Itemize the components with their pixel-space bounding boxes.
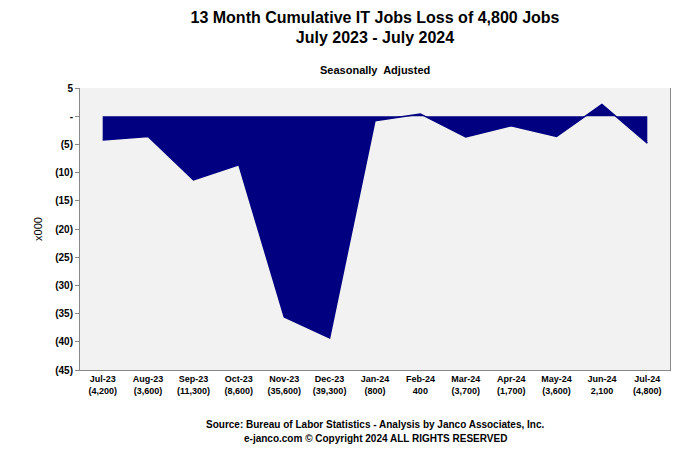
svg-text:Aug-23(3,600): Aug-23(3,600) (133, 374, 164, 396)
svg-text:(30): (30) (55, 280, 73, 291)
svg-text:13 Month Cumulative IT Jobs Lo: 13 Month Cumulative IT Jobs Loss of 4,80… (191, 9, 560, 47)
svg-text:x000: x000 (32, 217, 44, 241)
svg-text:Mar-24(3,700): Mar-24(3,700) (451, 374, 480, 396)
svg-text:Apr-24(1,700): Apr-24(1,700) (497, 374, 526, 396)
svg-text:-: - (70, 111, 73, 122)
svg-text:Source: Bureau of Labor Statis: Source: Bureau of Labor Statistics - Ana… (206, 419, 544, 430)
svg-text:(15): (15) (55, 195, 73, 206)
svg-text:Dec-23(39,300): Dec-23(39,300) (313, 374, 347, 396)
svg-text:May-24(3,600): May-24(3,600) (541, 374, 572, 396)
svg-text:(25): (25) (55, 252, 73, 263)
svg-text:Jul-23(4,200): Jul-23(4,200) (88, 374, 117, 396)
svg-text:(20): (20) (55, 224, 73, 235)
svg-text:Sep-23(11,300): Sep-23(11,300) (177, 374, 210, 396)
svg-text:(40): (40) (55, 336, 73, 347)
svg-text:Jun-242,100: Jun-242,100 (587, 374, 616, 396)
svg-text:(10): (10) (55, 167, 73, 178)
svg-text:Oct-23(8,600): Oct-23(8,600) (225, 374, 254, 396)
svg-text:Seasonally Adjusted: Seasonally Adjusted (320, 64, 430, 76)
svg-text:(35): (35) (55, 308, 73, 319)
svg-text:5: 5 (67, 83, 73, 94)
svg-text:(45): (45) (55, 365, 73, 376)
svg-text:Jul-24(4,800): Jul-24(4,800) (633, 374, 662, 396)
svg-text:(5): (5) (61, 139, 73, 150)
svg-text:Feb-24400: Feb-24400 (406, 374, 435, 396)
svg-text:e-janco.com © Copyright 2024 A: e-janco.com © Copyright 2024 ALL RIGHTS … (244, 433, 507, 444)
svg-text:Jan-24(800): Jan-24(800) (361, 374, 390, 396)
svg-text:Nov-23(35,600): Nov-23(35,600) (267, 374, 301, 396)
